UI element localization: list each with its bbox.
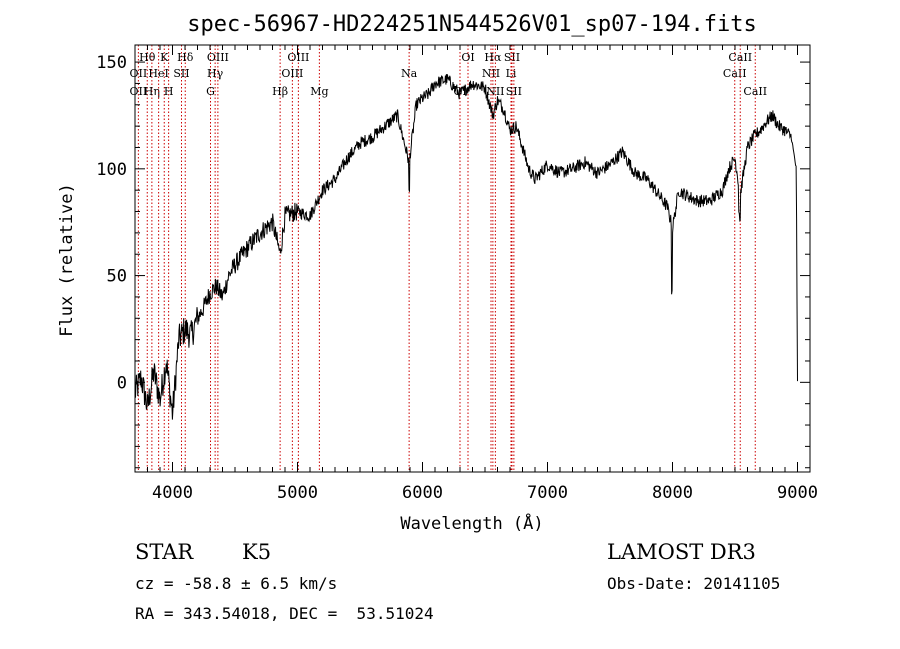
y-tick-label: 100 [96, 160, 127, 180]
line-marker-label: CaII [728, 51, 752, 64]
line-marker-label: CaII [723, 67, 747, 80]
line-marker-label: HeI [148, 67, 168, 80]
x-tick-label: 4000 [152, 483, 193, 503]
y-axis-label: Flux (relative) [57, 183, 77, 337]
survey-name: LAMOST DR3 [607, 540, 756, 564]
y-tick-label: 150 [96, 53, 127, 73]
subclass: K5 [242, 540, 272, 564]
coordinates: RA = 343.54018, DEC = 53.51024 [135, 604, 434, 623]
x-axis-label: Wavelength (Å) [400, 512, 543, 534]
y-axis: 0 50 100 150 [96, 53, 810, 469]
x-tick-label: 5000 [277, 483, 318, 503]
x-tick-label: 9000 [777, 483, 818, 503]
line-marker-label: Hγ [207, 67, 224, 80]
line-marker-label: Hδ [177, 51, 194, 64]
line-marker-label: OII [130, 85, 148, 98]
y-tick-label: 0 [117, 373, 127, 393]
line-marker-label: OIII [207, 51, 229, 64]
line-marker-label: Hα [484, 51, 502, 64]
x-tick-label: 7000 [527, 483, 568, 503]
line-marker-label: G [206, 85, 215, 98]
line-marker-label: OI [461, 51, 474, 64]
line-marker-label: NII [486, 85, 504, 98]
line-marker-label: Hβ [272, 85, 288, 98]
y-tick-label: 50 [107, 267, 127, 287]
x-tick-label: 8000 [652, 483, 693, 503]
line-marker-label: SII [504, 51, 520, 64]
line-marker-label: OIII [281, 67, 303, 80]
line-marker-label: NII [482, 67, 500, 80]
chart-title: spec-56967-HD224251N544526V01_sp07-194.f… [187, 12, 757, 37]
x-tick-label: 6000 [402, 483, 443, 503]
line-marker-label: Na [401, 67, 418, 80]
line-marker-label: OIII [287, 51, 309, 64]
line-marker-label: CaII [743, 85, 767, 98]
object-class: STAR [135, 540, 194, 564]
redshift-value: cz = -58.8 ± 6.5 km/s [135, 574, 338, 593]
line-markers: OII OII Hθ Hη HeI K H SII Hδ G OIII Hγ Hβ OIII OIII Mg N… [130, 45, 767, 472]
line-marker-label: Mg [310, 85, 328, 98]
obs-date: Obs-Date: 20141105 [607, 574, 781, 593]
line-marker-label: OII [130, 67, 148, 80]
spectrum-line [134, 74, 798, 420]
line-marker-label: H [164, 85, 174, 98]
line-marker-label: SII [173, 67, 189, 80]
x-axis: 4000 5000 6000 7000 8000 9000 [147, 45, 818, 503]
line-marker-label: SII [506, 85, 522, 98]
line-marker-label: Hθ [139, 51, 156, 64]
line-marker-label: Li [506, 67, 517, 80]
line-marker-label: Hη [144, 85, 160, 98]
line-marker-label: K [160, 51, 169, 64]
